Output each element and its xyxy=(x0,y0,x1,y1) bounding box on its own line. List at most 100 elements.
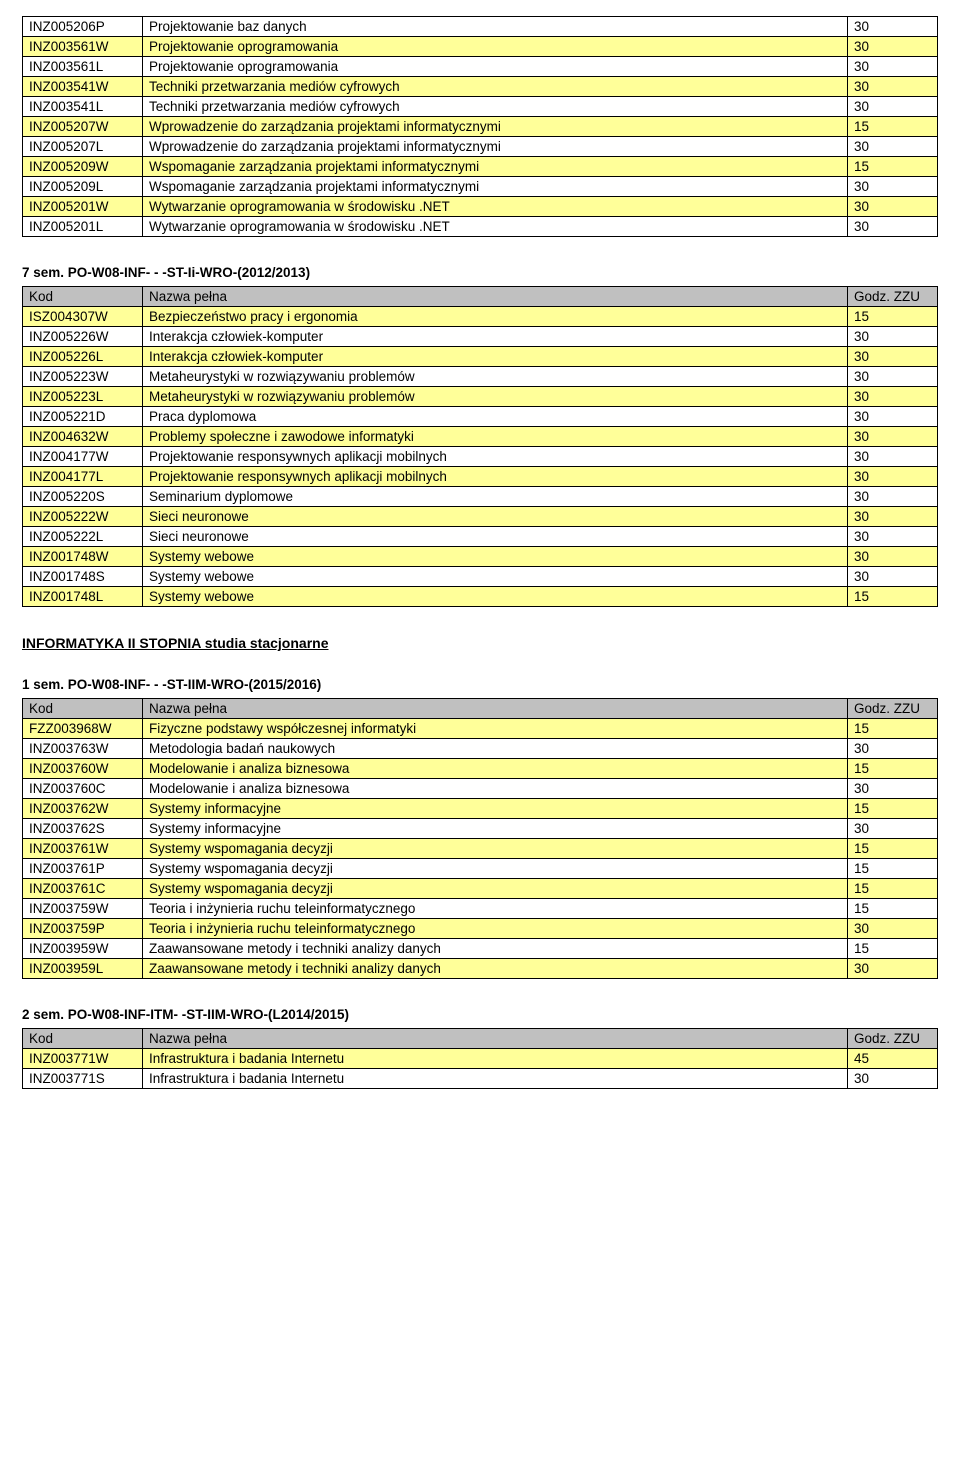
table-row: INZ001748SSystemy webowe30 xyxy=(23,567,938,587)
cell-code: INZ003541W xyxy=(23,77,143,97)
cell-zzu: 30 xyxy=(848,547,938,567)
courses-table-1: INZ005206PProjektowanie baz danych30INZ0… xyxy=(22,16,938,237)
col-code-header: Kod xyxy=(23,287,143,307)
table-row: INZ003762SSystemy informacyjne30 xyxy=(23,819,938,839)
cell-zzu: 30 xyxy=(848,97,938,117)
table-row: INZ004632WProblemy społeczne i zawodowe … xyxy=(23,427,938,447)
col-code-header: Kod xyxy=(23,1029,143,1049)
cell-zzu: 15 xyxy=(848,839,938,859)
cell-code: INZ003761W xyxy=(23,839,143,859)
courses-table-1-body: INZ005206PProjektowanie baz danych30INZ0… xyxy=(23,17,938,237)
cell-code: INZ003760C xyxy=(23,779,143,799)
table3-title: 1 sem. PO-W08-INF- - -ST-IIM-WRO-(2015/2… xyxy=(22,677,938,692)
cell-zzu: 30 xyxy=(848,507,938,527)
table-row: INZ001748WSystemy webowe30 xyxy=(23,547,938,567)
cell-zzu: 30 xyxy=(848,327,938,347)
cell-code: INZ005207L xyxy=(23,137,143,157)
cell-name: Seminarium dyplomowe xyxy=(143,487,848,507)
cell-name: Zaawansowane metody i techniki analizy d… xyxy=(143,959,848,979)
cell-zzu: 45 xyxy=(848,1049,938,1069)
table4-header-row: Kod Nazwa pełna Godz. ZZU xyxy=(23,1029,938,1049)
cell-zzu: 30 xyxy=(848,427,938,447)
cell-name: Praca dyplomowa xyxy=(143,407,848,427)
table-row: INZ003761CSystemy wspomagania decyzji15 xyxy=(23,879,938,899)
cell-zzu: 30 xyxy=(848,487,938,507)
cell-code: INZ005226L xyxy=(23,347,143,367)
table-row: INZ003759PTeoria i inżynieria ruchu tele… xyxy=(23,919,938,939)
table-row: INZ005209LWspomaganie zarządzania projek… xyxy=(23,177,938,197)
cell-code: INZ003760W xyxy=(23,759,143,779)
cell-name: Systemy wspomagania decyzji xyxy=(143,839,848,859)
cell-code: INZ003959W xyxy=(23,939,143,959)
table-row: INZ001748LSystemy webowe15 xyxy=(23,587,938,607)
table3-header-row: Kod Nazwa pełna Godz. ZZU xyxy=(23,699,938,719)
cell-code: INZ004177W xyxy=(23,447,143,467)
cell-code: INZ005223W xyxy=(23,367,143,387)
cell-name: Systemy wspomagania decyzji xyxy=(143,879,848,899)
cell-zzu: 30 xyxy=(848,447,938,467)
table-row: INZ005206PProjektowanie baz danych30 xyxy=(23,17,938,37)
cell-code: INZ005223L xyxy=(23,387,143,407)
courses-table-3-body: FZZ003968WFizyczne podstawy współczesnej… xyxy=(23,719,938,979)
cell-code: INZ005209W xyxy=(23,157,143,177)
cell-name: Projektowanie baz danych xyxy=(143,17,848,37)
cell-name: Infrastruktura i badania Internetu xyxy=(143,1049,848,1069)
cell-zzu: 30 xyxy=(848,217,938,237)
cell-code: INZ005221D xyxy=(23,407,143,427)
cell-code: INZ003762W xyxy=(23,799,143,819)
cell-code: INZ004177L xyxy=(23,467,143,487)
table-row: INZ003541LTechniki przetwarzania mediów … xyxy=(23,97,938,117)
cell-name: Wspomaganie zarządzania projektami infor… xyxy=(143,177,848,197)
cell-code: INZ001748L xyxy=(23,587,143,607)
cell-zzu: 15 xyxy=(848,759,938,779)
table-row: INZ003761PSystemy wspomagania decyzji15 xyxy=(23,859,938,879)
cell-code: INZ004632W xyxy=(23,427,143,447)
cell-code: INZ005222W xyxy=(23,507,143,527)
cell-name: Systemy webowe xyxy=(143,567,848,587)
table-row: INZ003761WSystemy wspomagania decyzji15 xyxy=(23,839,938,859)
cell-name: Modelowanie i analiza biznesowa xyxy=(143,779,848,799)
cell-code: INZ005222L xyxy=(23,527,143,547)
cell-code: INZ003561W xyxy=(23,37,143,57)
table4-title: 2 sem. PO-W08-INF-ITM- -ST-IIM-WRO-(L201… xyxy=(22,1007,938,1022)
cell-name: Fizyczne podstawy współczesnej informaty… xyxy=(143,719,848,739)
cell-name: Bezpieczeństwo pracy i ergonomia xyxy=(143,307,848,327)
table-row: INZ003959LZaawansowane metody i techniki… xyxy=(23,959,938,979)
cell-code: INZ003759P xyxy=(23,919,143,939)
cell-name: Metaheurystyki w rozwiązywaniu problemów xyxy=(143,387,848,407)
table-row: INZ005201LWytwarzanie oprogramowania w ś… xyxy=(23,217,938,237)
table-row: INZ005222LSieci neuronowe30 xyxy=(23,527,938,547)
cell-zzu: 15 xyxy=(848,719,938,739)
col-code-header: Kod xyxy=(23,699,143,719)
table-row: INZ005221DPraca dyplomowa30 xyxy=(23,407,938,427)
cell-zzu: 30 xyxy=(848,57,938,77)
table2-title: 7 sem. PO-W08-INF- - -ST-Ii-WRO-(2012/20… xyxy=(22,265,938,280)
cell-code: INZ003762S xyxy=(23,819,143,839)
table-row: INZ004177LProjektowanie responsywnych ap… xyxy=(23,467,938,487)
cell-zzu: 30 xyxy=(848,177,938,197)
cell-name: Projektowanie oprogramowania xyxy=(143,57,848,77)
cell-name: Systemy webowe xyxy=(143,587,848,607)
table-row: INZ005209WWspomaganie zarządzania projek… xyxy=(23,157,938,177)
cell-zzu: 30 xyxy=(848,467,938,487)
cell-zzu: 30 xyxy=(848,77,938,97)
cell-code: ISZ004307W xyxy=(23,307,143,327)
table-row: INZ003561WProjektowanie oprogramowania30 xyxy=(23,37,938,57)
table-row: INZ003541WTechniki przetwarzania mediów … xyxy=(23,77,938,97)
courses-table-3: Kod Nazwa pełna Godz. ZZU FZZ003968WFizy… xyxy=(22,698,938,979)
cell-code: INZ003761P xyxy=(23,859,143,879)
cell-code: INZ005226W xyxy=(23,327,143,347)
table-row: INZ005207WWprowadzenie do zarządzania pr… xyxy=(23,117,938,137)
cell-code: INZ001748S xyxy=(23,567,143,587)
cell-name: Zaawansowane metody i techniki analizy d… xyxy=(143,939,848,959)
cell-name: Infrastruktura i badania Internetu xyxy=(143,1069,848,1089)
cell-name: Wprowadzenie do zarządzania projektami i… xyxy=(143,117,848,137)
cell-name: Sieci neuronowe xyxy=(143,507,848,527)
cell-code: INZ005201L xyxy=(23,217,143,237)
table-row: INZ003759WTeoria i inżynieria ruchu tele… xyxy=(23,899,938,919)
cell-zzu: 30 xyxy=(848,407,938,427)
cell-zzu: 30 xyxy=(848,367,938,387)
cell-name: Metaheurystyki w rozwiązywaniu problemów xyxy=(143,367,848,387)
courses-table-4: Kod Nazwa pełna Godz. ZZU INZ003771WInfr… xyxy=(22,1028,938,1089)
cell-name: Wspomaganie zarządzania projektami infor… xyxy=(143,157,848,177)
